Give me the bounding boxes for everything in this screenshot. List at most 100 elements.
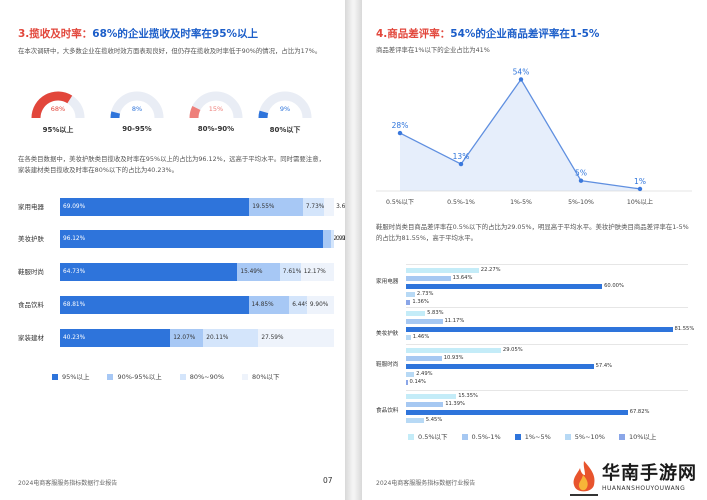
grouped-bar (406, 380, 408, 385)
legend-label: 95%以上 (62, 373, 90, 381)
grouped-bar (406, 319, 443, 324)
category-paragraph: 鞋服时尚类目商品差评率在0.5%以下的占比为29.05%，明显高于平均水平。美妆… (376, 223, 689, 242)
section-title-highlight: 54%的企业商品差评率在1-5% (450, 28, 600, 40)
grouped-bar-value: 1.46% (412, 334, 430, 340)
grouped-bar-value: 81.55% (674, 326, 695, 332)
grouped-bar-value: 5.83% (427, 310, 444, 316)
bar-segment: 14.85% (248, 296, 290, 314)
legend-item: 95%以上 (52, 371, 89, 381)
book-gutter (345, 0, 362, 500)
legend-item: 1%~5% (514, 433, 551, 441)
line-point (397, 130, 403, 136)
line-point (578, 178, 584, 183)
gauge-percent: 8% (131, 105, 143, 113)
gauge-percent: 9% (279, 105, 291, 113)
category-paragraph: 在各类目数据中，美妆护肤类目揽收及时率在95%以上的占比为96.12%，远高于平… (18, 155, 325, 174)
bar-segment: 7.73% (302, 198, 324, 216)
group-divider (406, 344, 688, 345)
group-divider (406, 264, 688, 265)
grouped-bar-value: 67.82% (629, 409, 650, 415)
bar-row: 家用电器 69.09%19.55%7.73%3.64% (18, 198, 354, 216)
legend-item: 5%~10% (564, 433, 605, 441)
line-area (400, 79, 640, 191)
grouped-bar (406, 372, 415, 377)
grouped-bar-value: 2.49% (416, 371, 433, 377)
stacked-bar: 64.73% 15.49% 7.61% 12.17% (60, 263, 334, 281)
section-title-prefix: 4.商品差评率： (376, 28, 451, 40)
intro-paragraph: 在本次调研中，大多数企业在揽收时效方面表现良好，但仍存在揽收及时率低于90%的情… (18, 47, 322, 55)
legend-label: 80%以下 (252, 373, 280, 381)
legend-swatch (52, 374, 58, 380)
bar-segment: 19.55% (249, 198, 303, 216)
legend-swatch (514, 434, 521, 440)
legend-item: 10%以上 (618, 431, 657, 441)
legend-label: 5%~10% (574, 433, 605, 441)
grouped-bar-value: 2.73% (416, 291, 434, 297)
section-title-highlight: 68%的企业揽收及时率在95%以上 (92, 28, 259, 40)
intro-paragraph: 商品差评率在1%以下的企业占比为41% (376, 46, 490, 54)
group-category-label: 美妆护肤 (376, 331, 399, 337)
bar-segment: 3.64% (324, 198, 354, 216)
grouped-bar-value: 10.93% (443, 355, 464, 361)
line-data-label: 5% (575, 169, 587, 178)
grouped-bar (406, 348, 501, 353)
bar-segment: 15.49% (237, 263, 280, 281)
grouped-bar-value: 29.05% (502, 347, 523, 353)
bar-segment: 27.59% (258, 329, 334, 347)
line-chart: 28% 0.5%以下 13% 0.5%-1% 54% 1%-5% 5% 5%-10% 1% 10%… (376, 67, 692, 206)
bar-segment: 69.09% (60, 198, 250, 216)
legend-label: 10%以上 (628, 433, 657, 441)
legend-item: 80%以下 (242, 371, 280, 381)
gauge-label: 90-95% (122, 125, 152, 133)
grouped-bar-value: 60.00% (604, 283, 624, 289)
stacked-bar: 96.12%2.91%0.97% (60, 230, 354, 248)
gauge-label: 95%以上 (42, 126, 74, 134)
grouped-bar (406, 284, 603, 289)
gauge-value-arc (189, 105, 201, 119)
group-category-label: 鞋服时尚 (376, 362, 399, 368)
bar-category-label: 家装建材 (18, 334, 44, 342)
legend-swatch (107, 374, 114, 380)
group-category-label: 家用电器 (376, 279, 399, 285)
grouped-bar (406, 268, 479, 273)
bar-segment: 12.17% (300, 263, 334, 281)
watermark-title: 华南手游网 (602, 463, 697, 484)
gauge-label: 80%以下 (269, 126, 301, 134)
bar-segment: 64.73% (60, 263, 238, 281)
bar-category-label: 美妆护肤 (18, 235, 44, 243)
section-title-prefix: 3.揽收及时率： (18, 28, 93, 40)
bar-row: 鞋服时尚 64.73% 15.49% 7.61% 12.17% (18, 263, 338, 281)
bar-row: 家装建材 40.23% 12.07% 20.11% 27.59% (18, 329, 338, 347)
right-page: 4.商品差评率：54%的企业商品差评率在1-5% 商品差评率在1%以下的企业占比… (362, 0, 707, 500)
line-data-label: 13% (453, 152, 470, 161)
legend-swatch (564, 434, 571, 440)
group-divider (406, 390, 688, 391)
legend-item: 0.5%以下 (408, 431, 448, 441)
bar-segment: 96.12% (60, 230, 324, 248)
bar-segment: 20.11% (203, 329, 259, 347)
footer-text: 2024电商客服服务指标数据行业报告 (18, 480, 118, 487)
stacked-bar: 40.23% 12.07% 20.11% 27.59% (60, 329, 334, 347)
gauge-arc (110, 91, 164, 119)
bar-segment: 40.23% (60, 329, 171, 347)
line-x-tick: 0.5%以下 (386, 199, 414, 206)
grouped-bar (406, 394, 457, 399)
legend-label: 0.5%以下 (418, 433, 448, 441)
line-x-tick: 1%-5% (510, 199, 532, 206)
line-x-tick: 10%以上 (627, 198, 653, 206)
gauge-percent: 68% (50, 105, 66, 113)
legend-label: 0.5%-1% (471, 433, 501, 441)
legend-item: 90%-95%以上 (107, 371, 162, 381)
bar-category-label: 家用电器 (18, 203, 44, 211)
grouped-bar (406, 292, 415, 297)
grouped-bar (406, 418, 424, 423)
bar-segment: 68.81% (60, 296, 249, 314)
bar-row: 食品饮料 68.81% 14.85% 6.44% 9.90% (18, 296, 338, 314)
bar-segment: 6.44% (289, 296, 311, 314)
gauge-percent: 15% (208, 105, 224, 113)
grouped-bar-value: 11.39% (445, 401, 465, 407)
grouped-bar-value: 22.27% (480, 267, 501, 273)
stacked-bar: 68.81% 14.85% 6.44% 9.90% (60, 296, 334, 314)
gauge-value-arc (258, 110, 269, 119)
gauge-value-arc (110, 111, 121, 119)
